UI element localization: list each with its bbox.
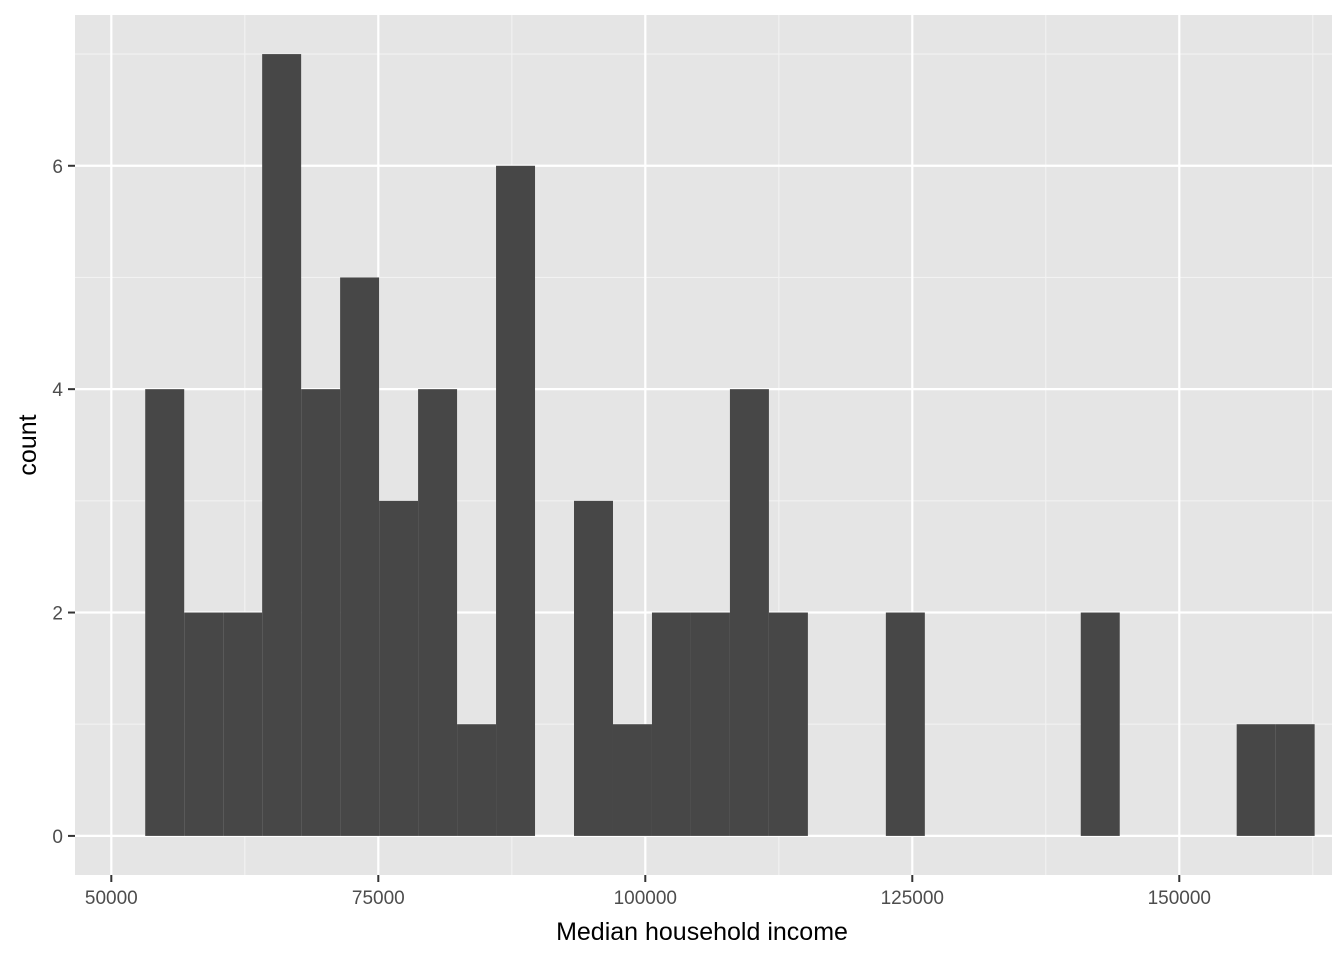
y-tick-label: 4 [52,380,63,401]
histogram-bar [457,724,497,836]
histogram-bar [262,54,302,836]
histogram-bar [1080,612,1120,836]
histogram-bar [612,724,652,836]
x-tick-label: 75000 [352,888,405,909]
y-tick-label: 2 [52,604,63,625]
x-tick-label: 50000 [85,888,138,909]
y-axis: 0 2 4 6 [52,157,75,848]
histogram-bar [340,277,380,836]
histogram-bar [145,389,185,836]
x-tick-label: 100000 [614,888,677,909]
x-axis-title: Median household income [556,918,848,946]
histogram-bar [690,612,730,836]
histogram-bar [768,612,808,836]
y-tick-label: 6 [52,157,63,178]
y-axis-title: count [14,414,42,475]
histogram-bar [574,500,613,836]
histogram-bar [651,612,691,836]
histogram-bar [496,165,536,836]
histogram-bars [145,54,1315,836]
histogram-bar [184,612,224,836]
x-tick-label: 150000 [1148,888,1211,909]
histogram-bar [379,500,419,836]
y-tick-label: 0 [52,827,63,848]
histogram-bar [301,389,341,836]
histogram-bar [1236,724,1276,836]
histogram-bar [223,612,263,836]
x-tick-label: 125000 [881,888,944,909]
histogram-bar [885,612,925,836]
histogram-bar [729,389,769,836]
histogram-bar [1275,724,1315,836]
x-axis: 50000 75000 100000 125000 150000 [85,875,1211,909]
histogram-bar [418,389,458,836]
